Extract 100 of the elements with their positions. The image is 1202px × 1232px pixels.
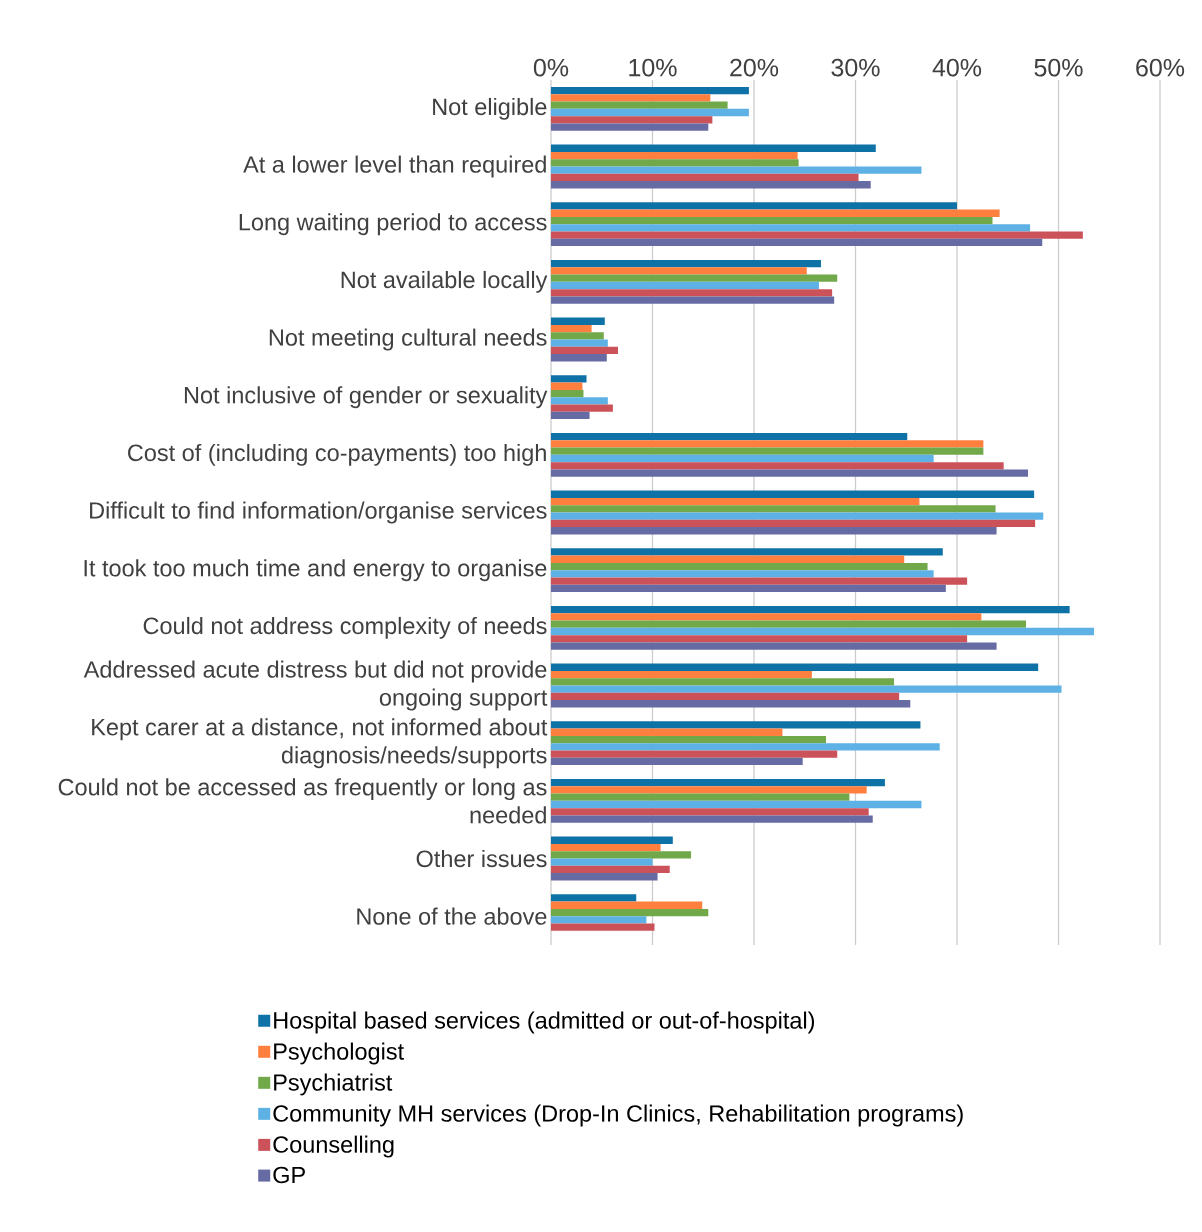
y-tick-label: Could not be accessed as frequently or long as needed (58, 778, 547, 824)
x-tick-label: 20% (730, 58, 779, 77)
legend-label: Counselling (273, 1135, 394, 1158)
bar (550, 851, 692, 859)
bar (550, 512, 1044, 520)
bar (550, 159, 799, 167)
bar (550, 346, 618, 355)
bar (550, 735, 827, 744)
bar (550, 382, 583, 390)
bar (550, 700, 911, 708)
bar (550, 166, 922, 174)
bar (550, 620, 1027, 628)
y-tick-label: Not eligible (433, 97, 547, 120)
bar (550, 267, 807, 275)
x-tick-label: 60% (1136, 58, 1185, 77)
bar (550, 101, 728, 109)
y-tick-label: Other issues (416, 849, 547, 868)
bar (550, 462, 1004, 470)
bar (550, 238, 1043, 247)
bar (550, 527, 997, 535)
bar (550, 202, 957, 210)
bar (550, 800, 922, 809)
bar (550, 894, 637, 902)
bar (550, 584, 946, 593)
x-tick-label: 0% (533, 58, 569, 77)
bar (550, 296, 835, 304)
bar (550, 793, 850, 801)
bar (550, 721, 921, 729)
bar (550, 274, 838, 282)
bar (550, 86, 749, 95)
bar (550, 144, 876, 152)
bar (550, 635, 968, 643)
bar (550, 908, 709, 917)
bar (550, 173, 859, 182)
bar (550, 750, 838, 758)
x-tick-label: 30% (831, 58, 880, 77)
bar (550, 324, 592, 333)
bar (550, 440, 984, 448)
bar (550, 605, 1070, 614)
legend-label: Psychiatrist (274, 1073, 393, 1096)
bar (550, 123, 709, 131)
bar (550, 555, 905, 563)
bar (550, 627, 1095, 636)
bar (550, 354, 607, 362)
bar (550, 108, 749, 117)
bar (550, 447, 984, 455)
bar (550, 404, 613, 412)
bar (550, 548, 943, 556)
y-tick-label: It took too much time and energy to organise (84, 559, 547, 582)
bar (550, 317, 605, 325)
y-tick-label: None of the above (357, 907, 547, 925)
bar (550, 570, 934, 578)
bar (550, 411, 590, 420)
bar (550, 670, 812, 679)
bar (550, 181, 871, 189)
y-tick-label: Kept carer at a distance, not informed about diagnosis/needs/supports (92, 718, 548, 769)
bar (550, 836, 673, 844)
bar (550, 916, 647, 924)
bar (550, 613, 982, 621)
bar (550, 216, 993, 225)
bar (550, 469, 1029, 477)
bar (550, 808, 869, 816)
bar (550, 519, 1036, 528)
bar (550, 281, 819, 290)
y-tick-label: Could not address complexity of needs (143, 616, 547, 639)
bar (550, 743, 940, 751)
bar (550, 497, 920, 506)
y-tick-label: Long waiting period to access (239, 213, 547, 236)
y-tick-label: At a lower level than required (243, 155, 546, 178)
bar (550, 289, 833, 297)
bar (550, 873, 658, 881)
bar (550, 505, 996, 513)
bar (550, 815, 873, 823)
y-tick-label: Not meeting cultural needs (269, 328, 547, 351)
bar (550, 901, 703, 909)
bar (550, 490, 1035, 498)
bar (550, 332, 604, 340)
legend-label: Psychologist (274, 1042, 404, 1065)
bar (550, 231, 1083, 239)
y-tick-label: Cost of (including co-payments) too high (128, 443, 546, 466)
legend-label: Hospital based services (admitted or out-of-hospital) (274, 1011, 815, 1034)
bar (550, 151, 798, 160)
y-tick-label: Not inclusive of gender or sexuality (184, 386, 548, 409)
bar (550, 685, 1062, 693)
bar (550, 94, 711, 102)
bar (550, 778, 885, 787)
legend-label: GP (273, 1166, 305, 1184)
bar (550, 786, 867, 794)
bar (550, 562, 928, 571)
bar (550, 858, 653, 866)
bar (550, 642, 997, 650)
bar (550, 757, 803, 766)
bar (550, 397, 608, 405)
bar (550, 692, 900, 701)
x-tick-label: 40% (932, 58, 982, 77)
x-tick-label: 50% (1034, 58, 1083, 77)
x-tick-label: 10% (629, 58, 677, 77)
bar (550, 577, 968, 585)
bar (550, 339, 608, 347)
bar (550, 116, 713, 124)
